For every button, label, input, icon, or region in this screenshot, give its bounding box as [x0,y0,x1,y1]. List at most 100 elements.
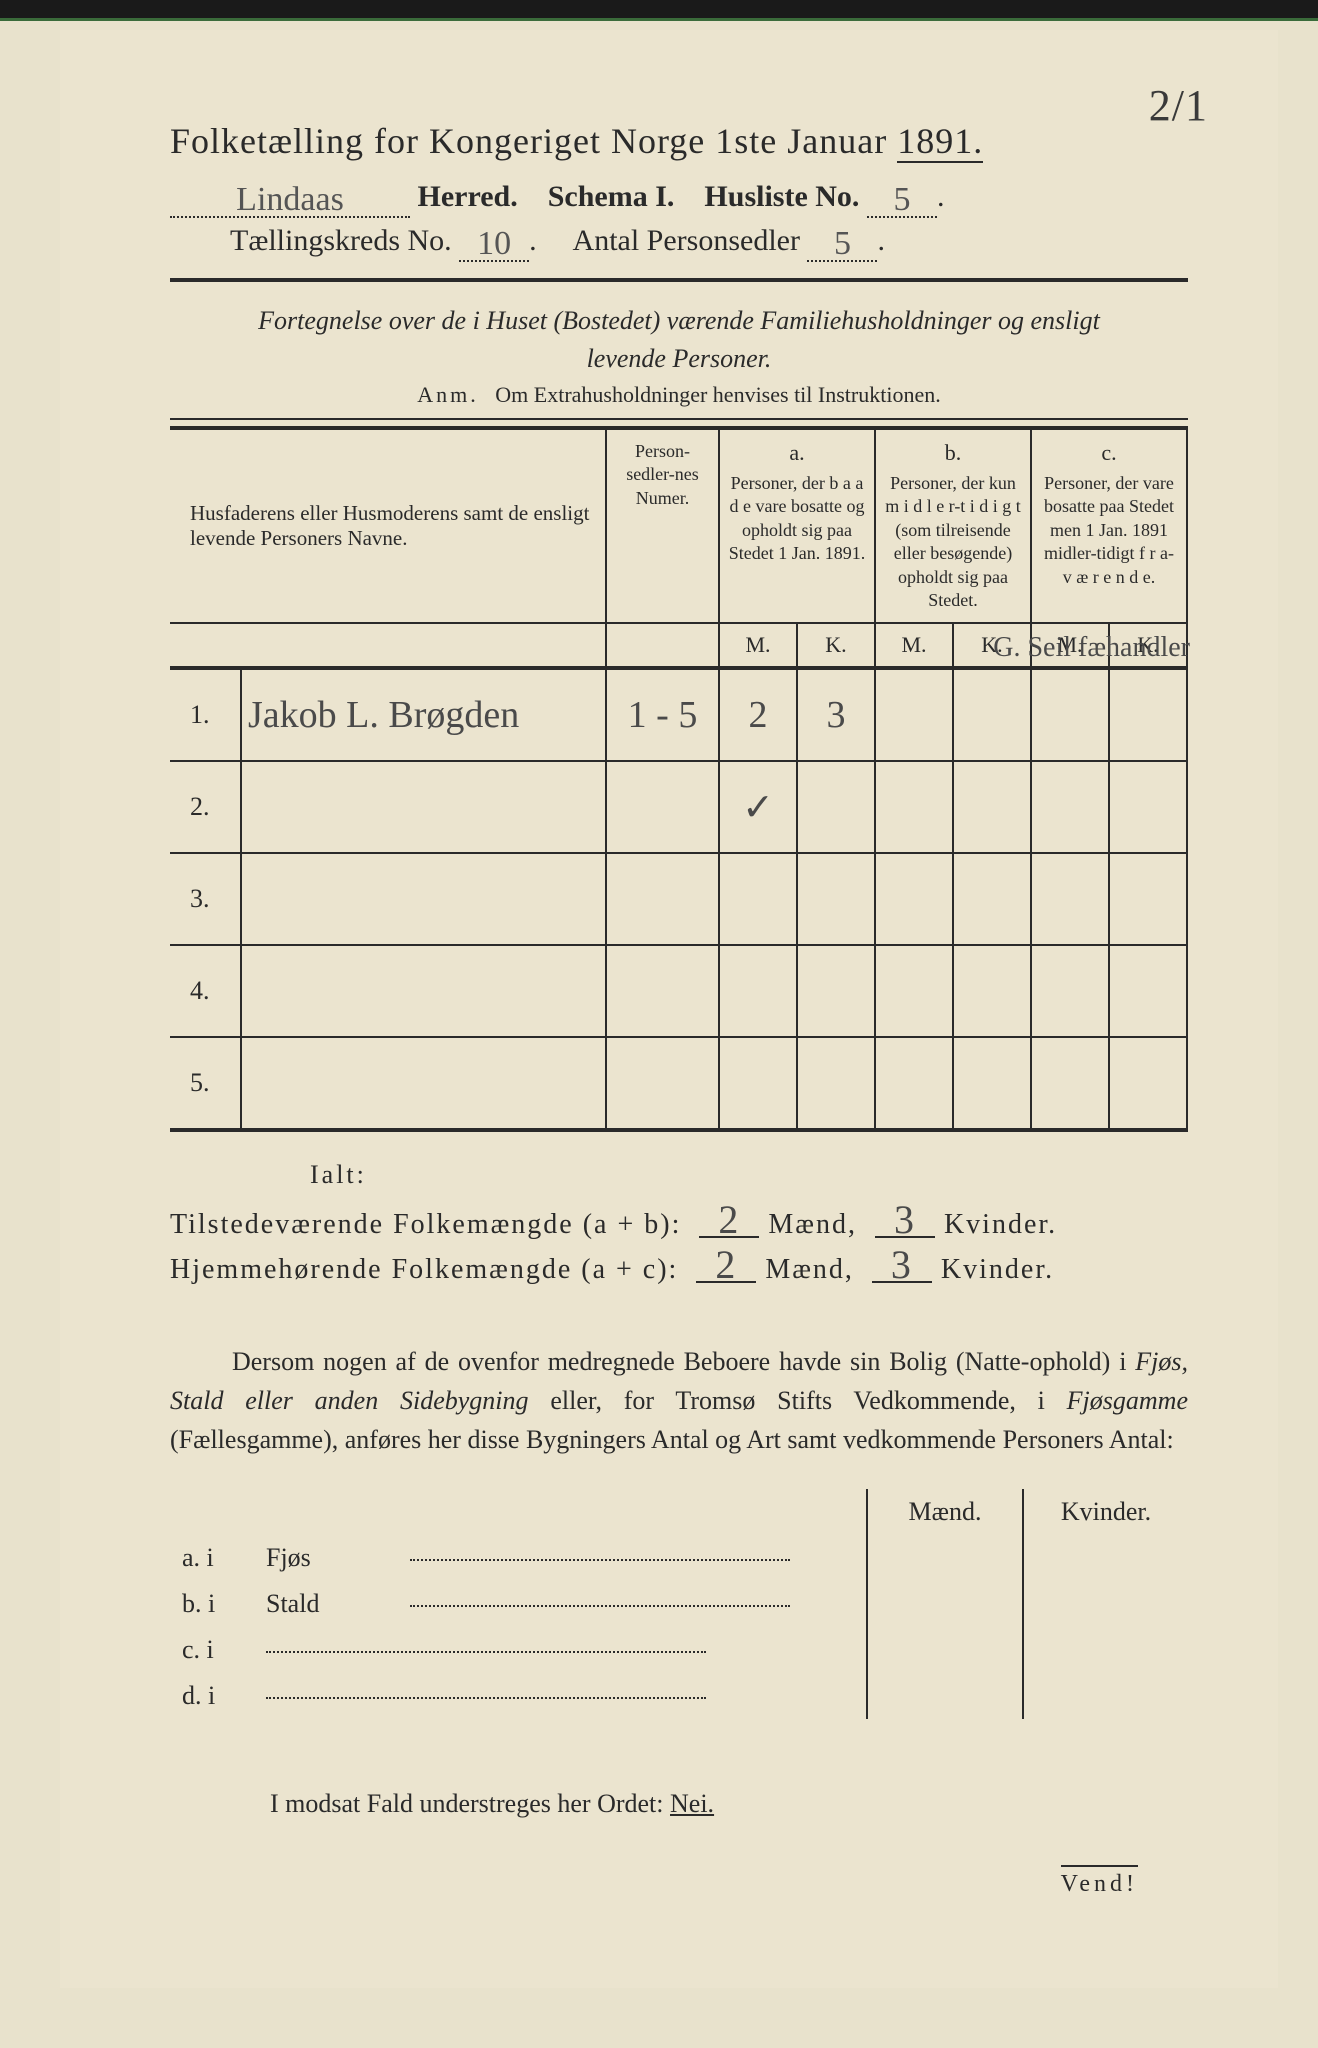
kvinder-label: Kvinder. [944,1209,1057,1240]
row-ak [797,1037,875,1130]
row-cm [1031,945,1109,1037]
dots-icon [410,1559,790,1561]
row-name [241,945,606,1037]
col-c-text: Personer, der vare bosatte paa Stedet me… [1040,472,1178,589]
side-c: c. i [170,1627,254,1673]
main-table: Husfaderens eller Husmoderens samt de en… [170,426,1188,1132]
row-ps [606,1037,719,1130]
row-bm [875,668,953,761]
col-a-k: K. [797,623,875,668]
sum1-k: 3 [875,1204,935,1238]
row-am [719,853,797,945]
sub-blank2 [606,623,719,668]
col-b-m: M. [875,623,953,668]
side-row-d: d. i [170,1673,1188,1719]
side-maend: Mænd. [867,1489,1023,1535]
antal-value: 5 [807,229,877,262]
divider-1 [170,278,1188,282]
anm-row: Anm. Om Extrahusholdninger henvises til … [170,382,1188,408]
row-bk [953,945,1031,1037]
table-row: 4. [170,945,1187,1037]
footer-line: I modsat Fald understreges her Ordet: Ne… [270,1789,1188,1819]
side-b-label: Stald [254,1581,398,1627]
row-ps [606,853,719,945]
kreds-value: 10 [459,229,529,262]
anm-label: Anm. [417,382,479,407]
row-ck [1109,945,1187,1037]
herred-value: Lindaas [170,185,410,218]
row-num: 5. [170,1037,241,1130]
col-b-letter: b. [884,440,1022,466]
row-ck [1109,853,1187,945]
document-page: Folketælling for Kongeriget Norge 1ste J… [60,30,1278,1988]
intro-line1: Fortegnelse over de i Huset (Bostedet) v… [170,306,1188,336]
table-row: 2. ✓ [170,761,1187,853]
intro-line2: levende Personer. [170,344,1188,374]
dots-icon [266,1697,706,1699]
side-row-b: b. i Stald [170,1581,1188,1627]
page-annotation: 2/1 [1149,80,1208,131]
table-row: 1. Jakob L. Brøgden 1 - 5 2 3 G. Seil fæ… [170,668,1187,761]
anm-text: Om Extrahusholdninger henvises til Instr… [495,382,940,407]
row-am: ✓ [719,761,797,853]
side-row-c: c. i [170,1627,1188,1673]
dots-icon [410,1605,790,1607]
title-row: Folketælling for Kongeriget Norge 1ste J… [170,120,1188,162]
maend-label: Mænd, [768,1209,857,1240]
row-am [719,1037,797,1130]
divider-2 [170,418,1188,420]
side-b: b. i [170,1581,254,1627]
row-name [241,761,606,853]
side-table: Mænd. Kvinder. a. i Fjøs b. i Stald c. i [170,1489,1188,1719]
row-bk [953,668,1031,761]
side-header: Mænd. Kvinder. [170,1489,1188,1535]
ialt-label: Ialt: [310,1160,1188,1190]
para-t2: eller, for Tromsø Stifts Vedkommende, i [529,1386,1067,1415]
title-year: 1891. [897,121,983,163]
col-c-letter: c. [1040,440,1178,466]
row-bm [875,761,953,853]
sum2-k: 3 [872,1249,932,1283]
scan-top-border [0,0,1318,18]
row-name: Jakob L. Brøgden [241,668,606,761]
row-bm [875,853,953,945]
table-row: 3. [170,853,1187,945]
row-am [719,945,797,1037]
row-num: 1. [170,668,241,761]
antal-label: Antal Personsedler [573,224,800,257]
row-name [241,1037,606,1130]
row-num: 4. [170,945,241,1037]
row-bk [953,761,1031,853]
kvinder-label: Kvinder. [941,1254,1054,1285]
sum2-m: 2 [696,1249,756,1283]
row-ak [797,853,875,945]
row-ps [606,945,719,1037]
side-a-label: Fjøs [254,1535,398,1581]
row-ck: G. Seil fæhandler [1109,668,1187,761]
building-paragraph: Dersom nogen af de ovenfor medregnede Be… [170,1342,1188,1459]
row-num: 3. [170,853,241,945]
footer-nei: Nei. [670,1789,714,1818]
sum-row-1: Tilstedeværende Folkemængde (a + b): 2 M… [170,1204,1188,1241]
row-cm [1031,668,1109,761]
sum-row-2: Hjemmehørende Folkemængde (a + c): 2 Mæn… [170,1249,1188,1286]
row-bk [953,853,1031,945]
row-ck [1109,1037,1187,1130]
row-note: G. Seil fæhandler [993,634,1190,662]
col-ps-text: Person-sedler-nes Numer. [615,440,710,510]
col-ps-header: Person-sedler-nes Numer. [606,428,719,623]
para-t3: (Fællesgamme), anføres her disse Bygning… [170,1425,1174,1454]
row-ak: 3 [797,668,875,761]
row-bm [875,945,953,1037]
para-it2: Fjøsgamme [1067,1386,1188,1415]
row-cm [1031,853,1109,945]
row-ps: 1 - 5 [606,668,719,761]
sum2-label: Hjemmehørende Folkemængde (a + c): [170,1254,678,1285]
vend-label: Vend! [1061,1865,1138,1898]
para-t1: Dersom nogen af de ovenfor medregnede Be… [232,1347,1135,1376]
row-num: 2. [170,761,241,853]
row-ck [1109,761,1187,853]
row-name [241,853,606,945]
content-area: Folketælling for Kongeriget Norge 1ste J… [60,30,1278,1859]
side-row-a: a. i Fjøs [170,1535,1188,1581]
